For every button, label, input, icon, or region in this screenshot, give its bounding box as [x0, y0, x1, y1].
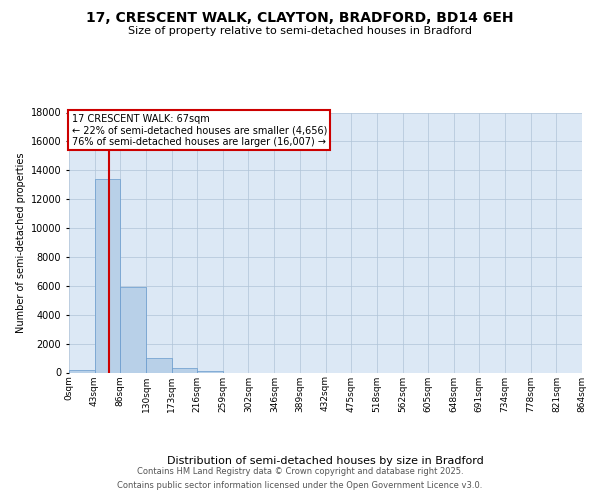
Bar [172, 368, 197, 372]
Text: Contains HM Land Registry data © Crown copyright and database right 2025.: Contains HM Land Registry data © Crown c… [137, 467, 463, 476]
Bar [95, 179, 120, 372]
Text: 17 CRESCENT WALK: 67sqm
← 22% of semi-detached houses are smaller (4,656)
76% of: 17 CRESCENT WALK: 67sqm ← 22% of semi-de… [71, 114, 327, 147]
Text: 17, CRESCENT WALK, CLAYTON, BRADFORD, BD14 6EH: 17, CRESCENT WALK, CLAYTON, BRADFORD, BD… [86, 11, 514, 25]
Bar [146, 358, 172, 372]
X-axis label: Distribution of semi-detached houses by size in Bradford: Distribution of semi-detached houses by … [167, 456, 484, 466]
Bar [120, 288, 146, 372]
Bar [69, 370, 95, 372]
Text: Size of property relative to semi-detached houses in Bradford: Size of property relative to semi-detach… [128, 26, 472, 36]
Text: Contains public sector information licensed under the Open Government Licence v3: Contains public sector information licen… [118, 481, 482, 490]
Y-axis label: Number of semi-detached properties: Number of semi-detached properties [16, 152, 26, 333]
Bar [197, 371, 223, 372]
